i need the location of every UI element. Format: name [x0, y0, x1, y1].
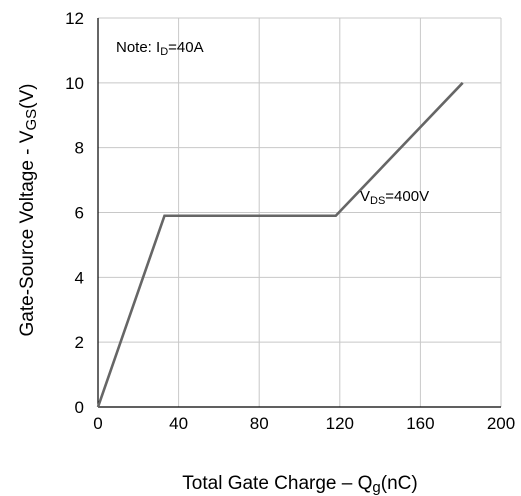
y-tick-label-10: 10 — [65, 74, 84, 93]
x-tick-label-120: 120 — [326, 414, 354, 433]
tick-labels: 0 40 80 120 160 200 0 2 4 6 8 10 12 — [65, 9, 515, 433]
note-annotation: Note: ID=40A — [116, 39, 204, 58]
series-layer — [96, 81, 464, 408]
y-tick-label-8: 8 — [75, 139, 84, 158]
x-axis-title: Total Gate Charge – Qg(nC) — [182, 473, 417, 496]
y-tick-label-4: 4 — [75, 268, 84, 287]
y-axis-title: Gate-Source Voltage - VGS(V) — [17, 84, 40, 337]
x-tick-label-0: 0 — [93, 414, 102, 433]
y-tick-label-0: 0 — [75, 398, 84, 417]
x-tick-label-200: 200 — [487, 414, 515, 433]
series-line-0 — [96, 81, 464, 408]
x-tick-label-160: 160 — [406, 414, 434, 433]
y-tick-label-2: 2 — [75, 333, 84, 352]
axes — [97, 18, 501, 408]
y-tick-label-6: 6 — [75, 204, 84, 223]
vds-annotation: VDS=400V — [360, 188, 429, 207]
x-tick-label-80: 80 — [250, 414, 269, 433]
x-tick-label-40: 40 — [169, 414, 188, 433]
grid-lines — [98, 17, 502, 407]
y-tick-label-12: 12 — [65, 9, 84, 28]
